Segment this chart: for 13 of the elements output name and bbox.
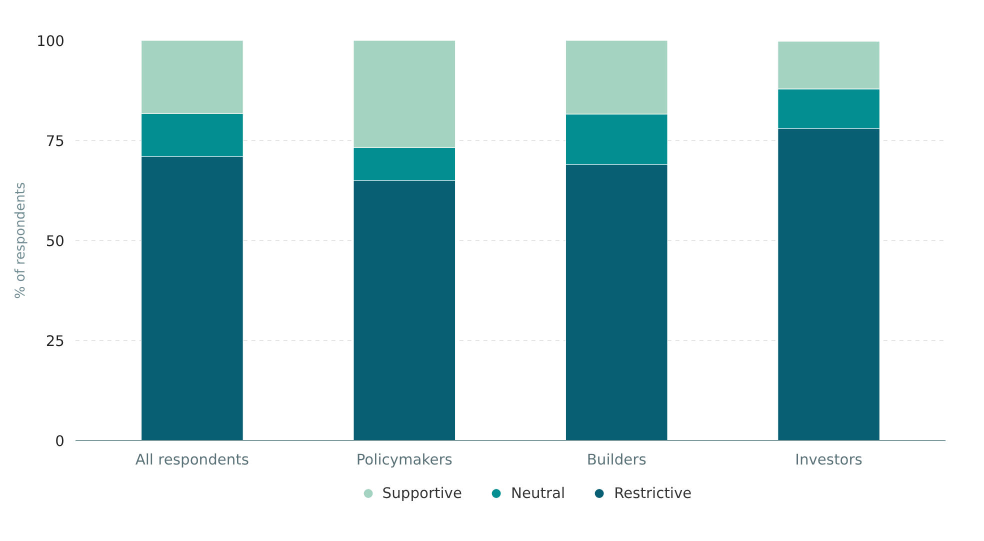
y-tick-label: 25 — [46, 333, 65, 350]
y-axis-title: % of respondents — [14, 182, 29, 299]
legend-label: Restrictive — [614, 484, 692, 502]
legend-label: Supportive — [382, 484, 462, 502]
legend-label: Neutral — [511, 484, 566, 502]
y-tick-label: 100 — [36, 33, 65, 50]
x-tick-label: Investors — [795, 452, 862, 468]
x-tick-label: All respondents — [135, 452, 250, 468]
x-tick-label: Policymakers — [356, 452, 452, 468]
y-tick-label: 75 — [46, 133, 65, 150]
x-tick-label: Builders — [586, 452, 646, 468]
y-tick-label: 50 — [46, 233, 65, 250]
y-tick-label: 0 — [55, 433, 65, 450]
